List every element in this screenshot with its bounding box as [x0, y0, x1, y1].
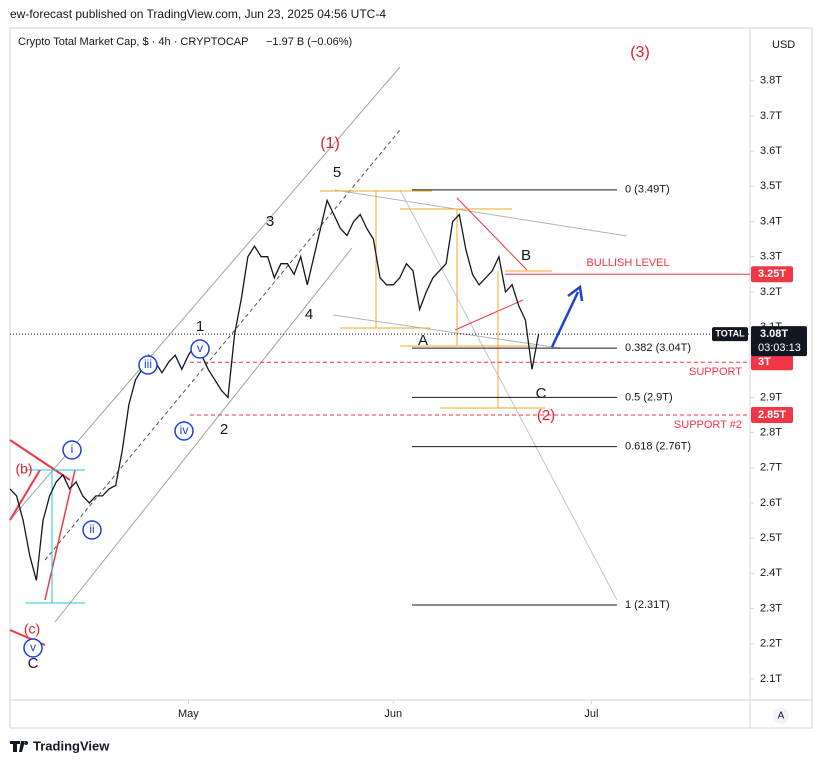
wave-circle — [138, 355, 158, 375]
y-tick-label: 3.6T — [760, 145, 782, 157]
red-line — [9, 469, 41, 521]
wave-circle — [82, 520, 102, 540]
y-tick-label: 2.1T — [760, 673, 782, 685]
y-tick-label: 2.2T — [760, 638, 782, 650]
level-price: 3T — [758, 356, 771, 368]
level-price-box — [751, 354, 793, 371]
logo-icon — [10, 741, 29, 752]
y-tick-label: 3.5T — [760, 180, 782, 192]
wave-circle — [190, 339, 210, 359]
wave-label: C — [536, 385, 547, 402]
countdown: 03:03:13 — [758, 342, 801, 354]
wave-label: v — [30, 640, 36, 654]
last-price: 3.08T — [760, 328, 788, 340]
forecast-arrow — [550, 291, 580, 348]
y-tick-label: 2.3T — [760, 602, 782, 614]
wave-label: (c) — [24, 621, 40, 637]
wave-label: (2) — [537, 407, 555, 424]
wave-label: B — [521, 247, 531, 264]
last-price-name-box — [712, 327, 748, 342]
wave-label: v — [197, 341, 203, 355]
level-name: SUPPORT — [689, 366, 742, 378]
fib-label: 0 (3.49T) — [625, 184, 670, 196]
wave-label: (b) — [15, 461, 32, 477]
wave-label: 5 — [333, 164, 341, 181]
y-tick-label: 2.8T — [760, 427, 782, 439]
fib-label: 0.382 (3.04T) — [625, 342, 691, 354]
level-price: 3.25T — [758, 268, 786, 280]
channel-line — [54, 247, 353, 623]
last-price-name: TOTAL — [715, 328, 745, 338]
channel-midline — [44, 129, 401, 561]
symbol-title: Crypto Total Market Cap, $ · 4h · CRYPTO… — [18, 36, 248, 48]
red-line — [9, 439, 71, 481]
trend-line — [399, 189, 618, 601]
forecast-arrowhead — [567, 284, 584, 302]
wave-label: 2 — [220, 421, 228, 438]
level-price: 2.85T — [758, 409, 786, 421]
currency[interactable]: USD — [772, 39, 795, 51]
wave-circle — [23, 638, 43, 658]
y-tick-label: 3.8T — [760, 75, 782, 87]
y-tick-label: 3.3T — [760, 251, 782, 263]
y-tick-label: 3.4T — [760, 215, 782, 227]
fib-label: 1 (2.31T) — [625, 599, 670, 611]
level-name: BULLISH LEVEL — [586, 257, 669, 269]
y-tick-label: 2.6T — [760, 497, 782, 509]
level-price-box — [751, 407, 793, 424]
wave-label: iii — [144, 357, 152, 371]
wave-label: (3) — [630, 44, 650, 61]
red-line — [44, 469, 76, 601]
auto-scale-label[interactable]: A — [778, 711, 785, 722]
x-tick-label: May — [178, 708, 199, 720]
wave-circle — [62, 440, 82, 460]
wave-label: ii — [89, 522, 94, 536]
y-tick-label: 3.7T — [760, 110, 782, 122]
wave-label: (1) — [320, 135, 340, 152]
y-tick-label: 2.4T — [760, 567, 782, 579]
price-line — [9, 198, 540, 581]
wave-label: iv — [180, 423, 189, 437]
price-change: −1.97 B (−0.06%) — [266, 36, 352, 48]
y-tick-label: 3.2T — [760, 286, 782, 298]
logo: TradingView — [33, 738, 110, 753]
x-tick-label: Jun — [384, 708, 402, 720]
trend-line — [334, 189, 628, 237]
wave-label: 1 — [196, 318, 204, 335]
red-line — [456, 197, 528, 271]
wave-label: C — [28, 655, 39, 672]
y-tick-label: 2.9T — [760, 391, 782, 403]
red-line — [454, 299, 524, 331]
wave-label: 3 — [266, 213, 274, 230]
level-price-box — [751, 266, 793, 283]
fib-label: 0.618 (2.76T) — [625, 441, 691, 453]
frame — [9, 27, 813, 729]
trend-line — [332, 314, 561, 349]
wave-label: 4 — [305, 306, 313, 323]
wave-label: i — [71, 442, 74, 456]
x-tick-label: Jul — [584, 708, 598, 720]
wave-label: A — [418, 332, 428, 349]
y-tick-label: 2.7T — [760, 462, 782, 474]
y-tick-label: 2.5T — [760, 532, 782, 544]
level-name: SUPPORT #2 — [674, 419, 742, 431]
auto-scale-button[interactable] — [773, 708, 789, 724]
last-price-box — [751, 326, 807, 357]
header: ew-forecast published on TradingView.com… — [10, 7, 386, 21]
wave-circle — [174, 421, 194, 441]
fib-label: 0.5 (2.9T) — [625, 391, 673, 403]
